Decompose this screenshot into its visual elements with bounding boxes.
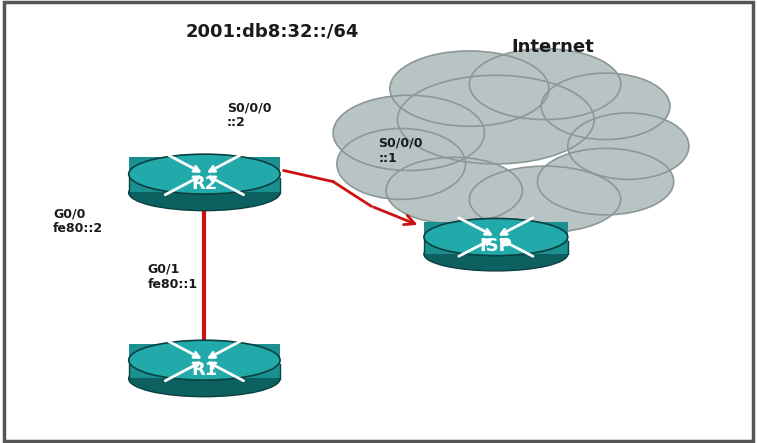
- Text: Internet: Internet: [511, 38, 594, 55]
- Ellipse shape: [469, 166, 621, 233]
- Ellipse shape: [568, 113, 689, 179]
- Ellipse shape: [129, 175, 280, 211]
- FancyBboxPatch shape: [129, 168, 280, 194]
- FancyBboxPatch shape: [129, 158, 280, 192]
- Ellipse shape: [469, 49, 621, 120]
- Text: ISP: ISP: [479, 237, 512, 255]
- Ellipse shape: [129, 154, 280, 194]
- FancyBboxPatch shape: [424, 231, 568, 255]
- Ellipse shape: [424, 237, 568, 271]
- FancyBboxPatch shape: [129, 354, 280, 380]
- Ellipse shape: [333, 95, 484, 171]
- Text: 2001:db8:32::/64: 2001:db8:32::/64: [185, 22, 360, 40]
- Ellipse shape: [129, 361, 280, 397]
- Ellipse shape: [397, 75, 594, 164]
- Ellipse shape: [537, 148, 674, 215]
- Text: R2: R2: [192, 175, 217, 193]
- Ellipse shape: [337, 128, 466, 199]
- FancyBboxPatch shape: [129, 344, 280, 378]
- FancyBboxPatch shape: [424, 222, 568, 254]
- Ellipse shape: [541, 73, 670, 140]
- Text: R1: R1: [192, 361, 217, 379]
- Text: G0/0
fe80::2: G0/0 fe80::2: [53, 207, 103, 236]
- Text: S0/0/0
::1: S0/0/0 ::1: [378, 136, 423, 165]
- Ellipse shape: [129, 340, 280, 380]
- Ellipse shape: [424, 218, 568, 256]
- Ellipse shape: [390, 51, 549, 126]
- Text: G0/1
fe80::1: G0/1 fe80::1: [148, 263, 198, 291]
- Text: S0/0/0
::2: S0/0/0 ::2: [227, 101, 272, 129]
- Ellipse shape: [386, 157, 522, 224]
